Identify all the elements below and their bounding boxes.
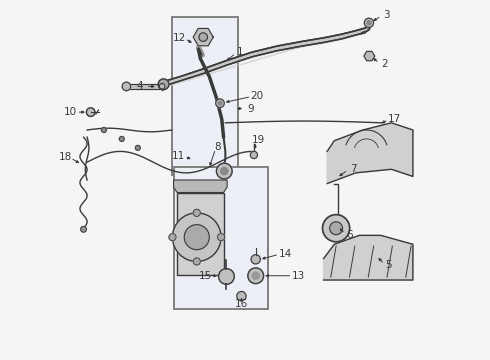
Polygon shape [193,28,213,46]
Polygon shape [323,235,413,280]
Circle shape [81,226,86,232]
Text: 4: 4 [136,81,143,91]
Circle shape [322,215,350,242]
Text: 8: 8 [214,142,221,152]
Text: 14: 14 [278,249,292,259]
Polygon shape [173,180,227,193]
Bar [173,167,268,309]
Text: 10: 10 [64,107,77,117]
Circle shape [364,18,373,27]
Circle shape [218,102,222,105]
Circle shape [330,222,343,235]
Circle shape [367,21,371,25]
Circle shape [251,255,260,264]
Text: 2: 2 [381,59,388,69]
Text: 9: 9 [247,104,254,113]
Bar [177,193,223,275]
Text: 17: 17 [388,114,401,125]
Text: 13: 13 [292,271,305,281]
Circle shape [101,127,106,132]
Circle shape [252,272,259,279]
Circle shape [122,82,131,91]
Circle shape [250,152,258,158]
Circle shape [248,268,264,284]
Circle shape [237,292,246,301]
Text: 16: 16 [235,299,248,309]
Text: 11: 11 [172,151,186,161]
Circle shape [216,99,224,108]
Circle shape [169,234,176,241]
Text: 20: 20 [251,91,264,101]
Text: 12: 12 [173,33,186,43]
Polygon shape [364,51,375,61]
Text: 5: 5 [386,260,392,270]
Text: 7: 7 [350,164,356,174]
Text: 1: 1 [237,47,244,57]
Text: 18: 18 [58,152,72,162]
Circle shape [193,258,200,265]
Circle shape [135,145,140,150]
Circle shape [217,163,232,179]
Circle shape [159,84,165,89]
Circle shape [158,79,169,90]
Circle shape [193,209,200,216]
Circle shape [86,108,95,116]
Circle shape [184,225,209,249]
Text: 19: 19 [251,135,265,145]
Text: 3: 3 [383,10,390,20]
Circle shape [220,167,228,175]
Circle shape [172,213,221,261]
Circle shape [219,269,234,284]
Circle shape [119,136,124,141]
Text: 15: 15 [199,271,212,281]
Circle shape [199,33,207,41]
Polygon shape [327,123,413,184]
Circle shape [218,234,224,241]
Bar [172,18,238,175]
Text: 6: 6 [346,230,353,240]
